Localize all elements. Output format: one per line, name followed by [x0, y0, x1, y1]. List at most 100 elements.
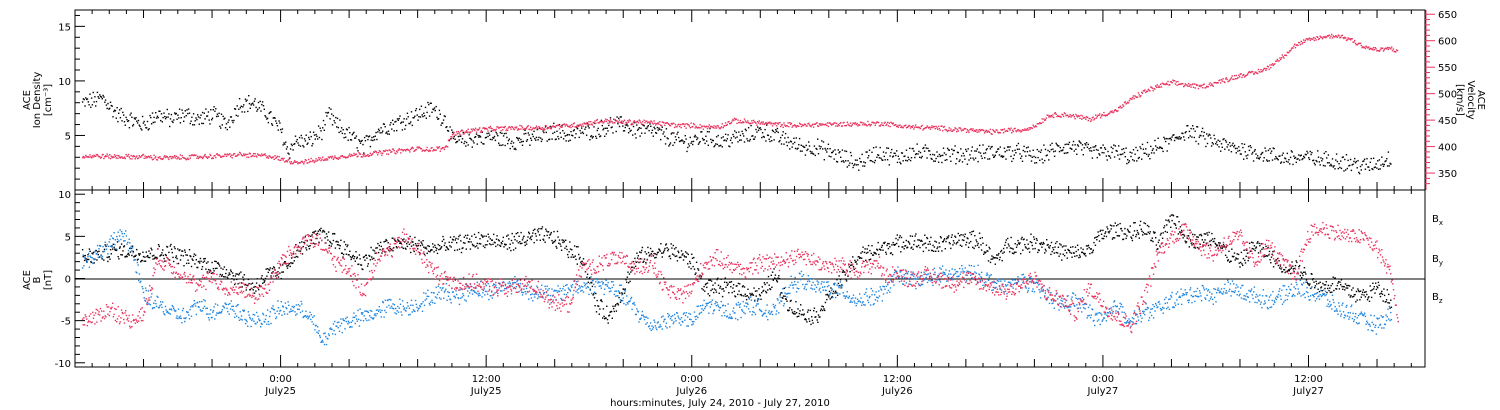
density-point: [1108, 155, 1111, 157]
velocity-point: [1391, 46, 1393, 48]
velocity-point: [374, 150, 376, 152]
velocity-point: [1343, 37, 1345, 40]
bx-point: [816, 319, 818, 321]
density-point: [232, 121, 234, 124]
density-point: [1112, 147, 1114, 150]
bx-point: [328, 244, 330, 247]
bx-point: [637, 255, 639, 257]
density-point: [237, 115, 239, 117]
density-point: [1116, 150, 1118, 152]
bx-point: [282, 271, 284, 273]
density-point: [1283, 161, 1285, 164]
velocity-point: [979, 130, 982, 132]
velocity-point: [1327, 35, 1330, 37]
bx-point: [850, 261, 853, 264]
density-point: [248, 102, 251, 105]
bx-point: [286, 265, 288, 267]
density-point: [960, 155, 963, 157]
bx-point: [388, 249, 390, 252]
velocity-point: [812, 126, 815, 128]
velocity-point: [1196, 84, 1199, 86]
velocity-point: [1353, 41, 1355, 43]
velocity-point: [340, 155, 342, 158]
bx-point: [229, 273, 231, 276]
bx-point: [782, 297, 784, 299]
density-point: [450, 138, 452, 140]
velocity-point: [455, 134, 457, 136]
velocity-point: [544, 128, 546, 131]
density-point: [1054, 150, 1057, 152]
density-point: [1263, 157, 1265, 159]
density-point: [271, 124, 274, 126]
velocity-point: [532, 127, 534, 129]
density-point: [605, 133, 608, 135]
velocity-point: [427, 149, 429, 152]
density-point: [664, 135, 666, 138]
velocity-point: [1288, 51, 1290, 54]
velocity-point: [1275, 60, 1278, 62]
velocity-point: [1382, 47, 1384, 49]
density-point: [535, 139, 537, 141]
bx-point: [316, 237, 318, 240]
velocity-point: [768, 122, 770, 124]
density-point: [648, 129, 650, 132]
density-point: [1183, 139, 1186, 141]
velocity-point: [1171, 82, 1173, 84]
density-point: [95, 105, 97, 107]
bx-point: [315, 233, 317, 235]
bx-point: [365, 254, 367, 256]
bx-point: [817, 321, 819, 323]
velocity-point: [979, 128, 981, 131]
velocity-point: [1013, 128, 1015, 130]
density-point: [138, 124, 140, 126]
velocity-point: [403, 149, 405, 151]
velocity-point: [338, 156, 340, 159]
velocity-point: [636, 120, 639, 122]
bx-point: [162, 254, 165, 257]
density-point: [98, 97, 100, 99]
velocity-point: [1179, 83, 1182, 85]
density-point: [840, 156, 842, 158]
velocity-point: [419, 147, 422, 150]
velocity-point: [196, 157, 198, 159]
bx-point: [151, 255, 154, 257]
bx-point: [836, 279, 838, 281]
bx-point: [279, 272, 281, 274]
bx-point: [399, 242, 401, 244]
velocity-point: [746, 121, 748, 124]
density-point: [799, 150, 802, 152]
bx-point: [980, 244, 982, 246]
density-point: [220, 113, 223, 115]
bx-point: [716, 278, 718, 281]
density-point: [521, 141, 523, 143]
density-point: [174, 112, 176, 114]
density-point: [1306, 150, 1308, 153]
density-point: [345, 128, 348, 130]
velocity-point: [1081, 118, 1083, 120]
density-point: [720, 137, 723, 139]
density-point: [823, 159, 825, 161]
density-point: [290, 143, 293, 145]
density-point: [1266, 160, 1269, 162]
density-point: [524, 129, 526, 131]
density-point: [1113, 156, 1116, 158]
density-point: [692, 143, 694, 146]
density-point: [107, 102, 109, 105]
density-point: [643, 125, 645, 127]
density-point: [999, 146, 1001, 148]
velocity-point: [1219, 79, 1221, 81]
density-point: [334, 122, 336, 124]
density-point: [654, 128, 656, 130]
density-point: [151, 112, 154, 114]
density-point: [794, 141, 796, 144]
velocity-point: [1000, 129, 1002, 131]
velocity-point: [1048, 116, 1050, 118]
density-point: [511, 145, 514, 148]
density-point: [195, 117, 197, 119]
density-point: [830, 156, 832, 158]
bx-point: [505, 243, 507, 246]
bx-point: [518, 235, 520, 237]
density-point: [1175, 136, 1177, 138]
bx-point: [596, 299, 598, 302]
velocity-point: [384, 150, 386, 152]
